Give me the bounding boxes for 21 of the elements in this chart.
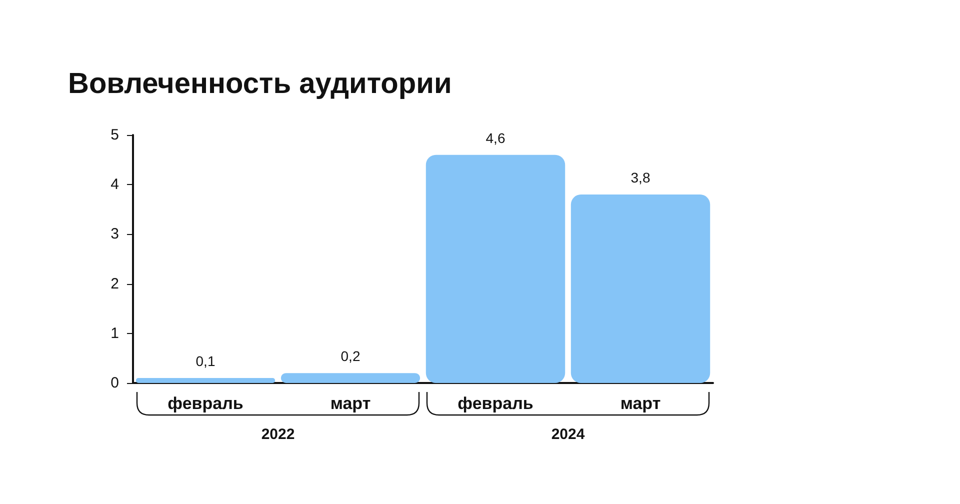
y-tick-label: 1 [110,324,119,342]
x-tick-label: февраль [458,394,534,413]
x-tick-label: март [620,394,661,413]
y-tick-label: 5 [110,126,119,144]
y-tick-label: 4 [110,176,119,194]
bar [136,378,276,383]
x-tick-label: февраль [168,394,244,413]
y-tick-label: 3 [110,226,119,243]
chart-title: Вовлеченность аудитории [68,68,452,101]
bar [570,194,710,383]
data-label: 4,6 [486,130,506,146]
data-label: 3,8 [630,170,650,186]
bar [280,373,420,383]
data-label: 0,2 [340,348,360,364]
y-tick-label: 2 [110,275,119,292]
text: 2022 [261,426,295,443]
text: 2024 [551,426,585,443]
x-tick-label: март [330,394,371,413]
bar [426,154,566,383]
y-tick-label: 0 [110,374,119,392]
data-label: 0,1 [196,353,216,370]
